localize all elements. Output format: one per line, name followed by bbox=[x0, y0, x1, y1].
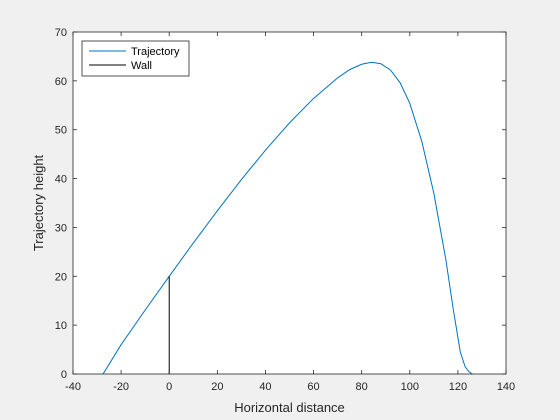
y-tick-label: 20 bbox=[55, 271, 67, 283]
x-tick-label: 0 bbox=[166, 381, 172, 393]
x-tick-label: 80 bbox=[356, 381, 368, 393]
y-tick-label: 0 bbox=[61, 369, 67, 381]
x-axis-label: Horizontal distance bbox=[234, 400, 345, 415]
y-tick-label: 70 bbox=[55, 27, 67, 39]
legend: Trajectory Wall bbox=[81, 40, 190, 77]
legend-label: Trajectory bbox=[131, 46, 180, 58]
x-tick-label: 140 bbox=[497, 381, 515, 393]
series-line-trajectory bbox=[102, 61, 473, 375]
plot-frame bbox=[72, 31, 507, 375]
x-tick-label: 60 bbox=[307, 381, 319, 393]
x-tick-label: -40 bbox=[65, 381, 81, 393]
x-tick-label: 120 bbox=[449, 381, 467, 393]
y-tick-label: 60 bbox=[55, 76, 67, 88]
series-layer bbox=[102, 61, 473, 375]
y-axis-label: Trajectory height bbox=[31, 154, 46, 251]
ticks-layer: -40 -20 0 20 40 60 80 100 120 140 0 10 20 30 40 50 60 70 bbox=[55, 27, 515, 393]
legend-box bbox=[81, 40, 190, 77]
y-tick-label: 10 bbox=[55, 320, 67, 332]
x-tick-label: -20 bbox=[113, 381, 129, 393]
y-tick-label: 30 bbox=[55, 222, 67, 234]
plot-area bbox=[73, 32, 506, 374]
y-tick-label: 50 bbox=[55, 125, 67, 137]
x-tick-label: 100 bbox=[401, 381, 419, 393]
x-tick-label: 40 bbox=[259, 381, 271, 393]
x-tick-label: 20 bbox=[211, 381, 223, 393]
y-tick-label: 40 bbox=[55, 174, 67, 186]
legend-label: Wall bbox=[131, 60, 152, 72]
